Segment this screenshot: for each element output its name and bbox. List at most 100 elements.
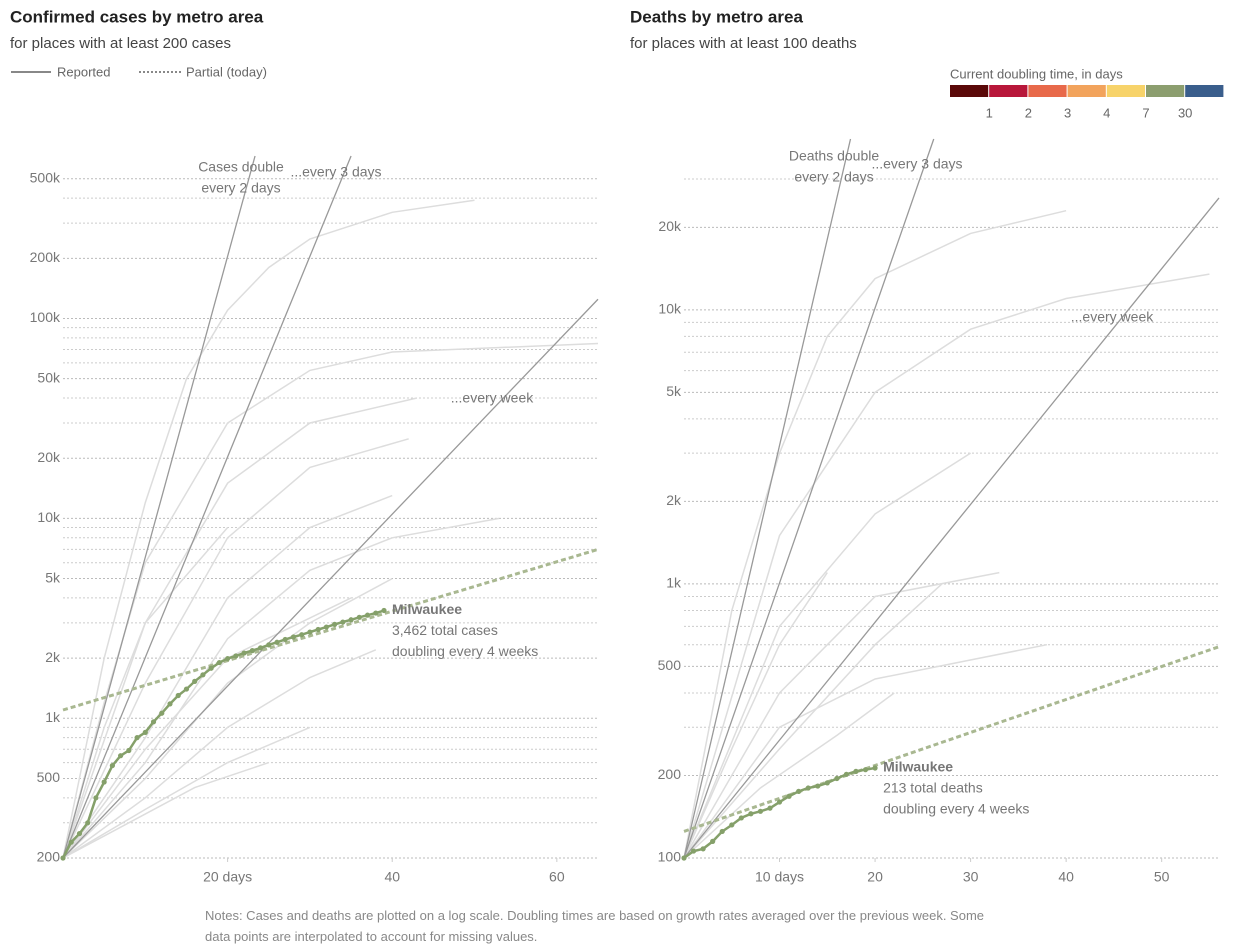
x-tick-label: 40	[1058, 869, 1074, 885]
annotation-name: Milwaukee	[883, 759, 953, 775]
series-point	[748, 811, 754, 817]
legend-label: Reported	[57, 64, 110, 79]
y-tick-label: 200k	[30, 249, 61, 265]
reference-label: ...every 3 days	[871, 156, 962, 172]
series-point	[282, 636, 288, 643]
series-point	[299, 632, 305, 638]
series-point	[101, 779, 107, 785]
series-point	[274, 639, 280, 645]
y-tick-label: 1k	[666, 575, 682, 591]
series-point	[93, 795, 99, 801]
series-point	[373, 610, 379, 616]
background-line	[684, 273, 1210, 859]
reference-line	[683, 138, 852, 859]
background-line	[63, 597, 352, 859]
background-line	[63, 649, 377, 859]
series-point	[332, 621, 338, 627]
reference-line	[62, 298, 599, 859]
series-line	[61, 609, 385, 859]
series-point	[843, 771, 850, 777]
series-point	[381, 607, 387, 614]
color-swatch	[1028, 85, 1067, 97]
series-point	[815, 783, 821, 789]
series-point	[738, 815, 744, 821]
series-point	[700, 846, 706, 852]
series-point	[862, 767, 869, 773]
reference-label: Cases double	[198, 159, 284, 175]
y-tick-label: 10k	[37, 509, 61, 525]
annotation-text: 3,462 total cases	[392, 622, 498, 638]
series-point	[134, 735, 140, 741]
background-line	[684, 452, 972, 859]
x-tick-label: 10 days	[755, 869, 804, 885]
color-swatch	[1067, 85, 1106, 97]
series-point	[776, 799, 783, 805]
reference-line	[62, 155, 256, 859]
series-point	[710, 838, 716, 844]
series-point	[729, 822, 735, 828]
y-tick-label: 2k	[666, 492, 682, 508]
color-legend-title: Current doubling time, in days	[950, 66, 1123, 81]
series-point	[356, 614, 362, 620]
series-point	[796, 788, 802, 794]
series-point	[126, 747, 132, 754]
reference-label: every 2 days	[201, 180, 280, 196]
reference-label: ...every week	[451, 390, 534, 406]
y-tick-label: 10k	[658, 301, 682, 317]
series-point	[290, 634, 297, 640]
series-point	[364, 612, 371, 618]
x-tick-label: 50	[1154, 869, 1170, 885]
reference-line	[683, 197, 1220, 859]
chart-subtitle: for places with at least 200 cases	[10, 35, 231, 52]
series-line	[683, 766, 876, 860]
background-line	[63, 726, 311, 859]
y-tick-label: 2k	[45, 649, 61, 665]
color-legend-label: 3	[1064, 105, 1071, 120]
chart: Reported Partial (today) Current doublin…	[10, 7, 1224, 885]
series-point	[719, 828, 725, 835]
reference-label: ...every 3 days	[290, 164, 381, 180]
series-point	[853, 768, 859, 774]
background-line	[63, 199, 475, 859]
y-tick-label: 20k	[658, 218, 682, 234]
series-point	[167, 701, 173, 707]
color-swatch	[1106, 85, 1145, 97]
x-tick-label: 30	[963, 869, 979, 885]
y-tick-label: 500k	[30, 169, 61, 185]
background-line	[63, 342, 599, 859]
color-swatch	[1146, 85, 1185, 97]
series-point	[681, 855, 687, 861]
y-tick-label: 5k	[45, 569, 61, 585]
reference-line	[683, 138, 935, 859]
series-point	[200, 672, 206, 678]
trend-line	[62, 547, 599, 712]
series-point	[266, 642, 272, 648]
series-point	[175, 692, 181, 699]
series-point	[159, 710, 165, 716]
background-line	[684, 571, 1000, 859]
series-point	[257, 645, 264, 651]
reference-label: every 2 days	[794, 169, 873, 185]
background-line	[63, 527, 229, 859]
series-point	[805, 785, 811, 791]
chart-subtitle: for places with at least 100 deaths	[630, 35, 857, 52]
y-tick-label: 200	[37, 849, 61, 865]
annotation-text: 213 total deaths	[883, 780, 983, 796]
reference-line	[62, 155, 352, 859]
color-legend-label: 7	[1142, 105, 1149, 120]
series-point	[307, 629, 313, 635]
series-point	[241, 650, 247, 656]
series-point	[76, 830, 83, 837]
series-point	[118, 753, 124, 759]
background-line	[63, 397, 418, 859]
series-point	[786, 793, 792, 799]
color-legend-label: 1	[986, 105, 993, 120]
series-point	[757, 808, 764, 814]
series-point	[690, 848, 697, 854]
background-line	[63, 577, 393, 859]
y-tick-label: 500	[37, 769, 61, 785]
y-tick-label: 200	[658, 766, 682, 782]
reference-label: Deaths double	[789, 148, 880, 164]
series-point	[109, 762, 115, 769]
